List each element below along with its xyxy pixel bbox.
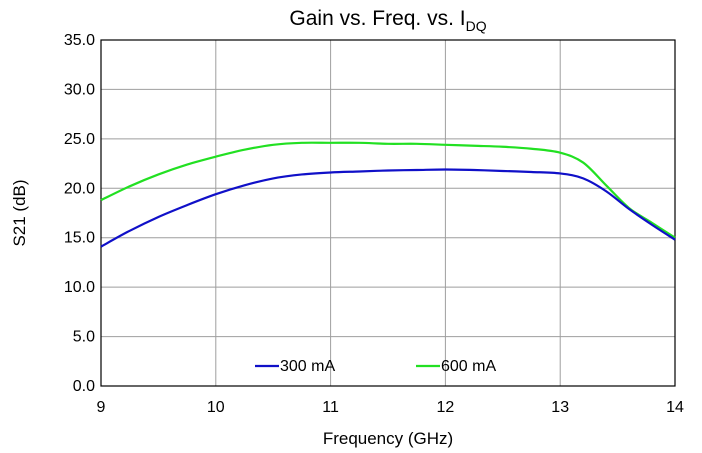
legend-label-600-ma: 600 mA bbox=[441, 358, 496, 375]
chart-title: Gain vs. Freq. vs. IDQ bbox=[289, 7, 486, 34]
legend: 300 mA 600 mA bbox=[255, 358, 496, 375]
tick-labels: 0.0 5.0 10.0 15.0 20.0 25.0 30.0 35.0 9 10 11 12 13 1… bbox=[64, 32, 684, 416]
series-line-300-ma bbox=[100, 168, 676, 248]
x-tick-label: 13 bbox=[551, 399, 569, 416]
y-tick-label: 10.0 bbox=[64, 279, 95, 296]
series-line-600-ma bbox=[100, 141, 676, 239]
grid-lines bbox=[101, 40, 675, 386]
x-axis-title: Frequency (GHz) bbox=[323, 429, 453, 448]
x-tick-label: 9 bbox=[97, 399, 106, 416]
y-tick-label: 5.0 bbox=[73, 329, 95, 346]
chart-title-subscript: DQ bbox=[466, 18, 487, 34]
y-tick-label: 35.0 bbox=[64, 32, 95, 49]
y-tick-label: 30.0 bbox=[64, 81, 95, 98]
plot-area bbox=[100, 39, 676, 387]
y-tick-label: 0.0 bbox=[73, 378, 95, 395]
legend-label-300-ma: 300 mA bbox=[280, 358, 335, 375]
x-tick-label: 10 bbox=[207, 399, 225, 416]
y-axis-title: S21 (dB) bbox=[10, 179, 29, 246]
x-tick-label: 12 bbox=[437, 399, 455, 416]
y-tick-label: 25.0 bbox=[64, 131, 95, 148]
series-layer bbox=[100, 141, 676, 248]
x-tick-label: 11 bbox=[322, 399, 339, 416]
y-tick-label: 15.0 bbox=[64, 230, 95, 247]
y-tick-label: 20.0 bbox=[64, 180, 95, 197]
x-tick-label: 14 bbox=[666, 399, 684, 416]
